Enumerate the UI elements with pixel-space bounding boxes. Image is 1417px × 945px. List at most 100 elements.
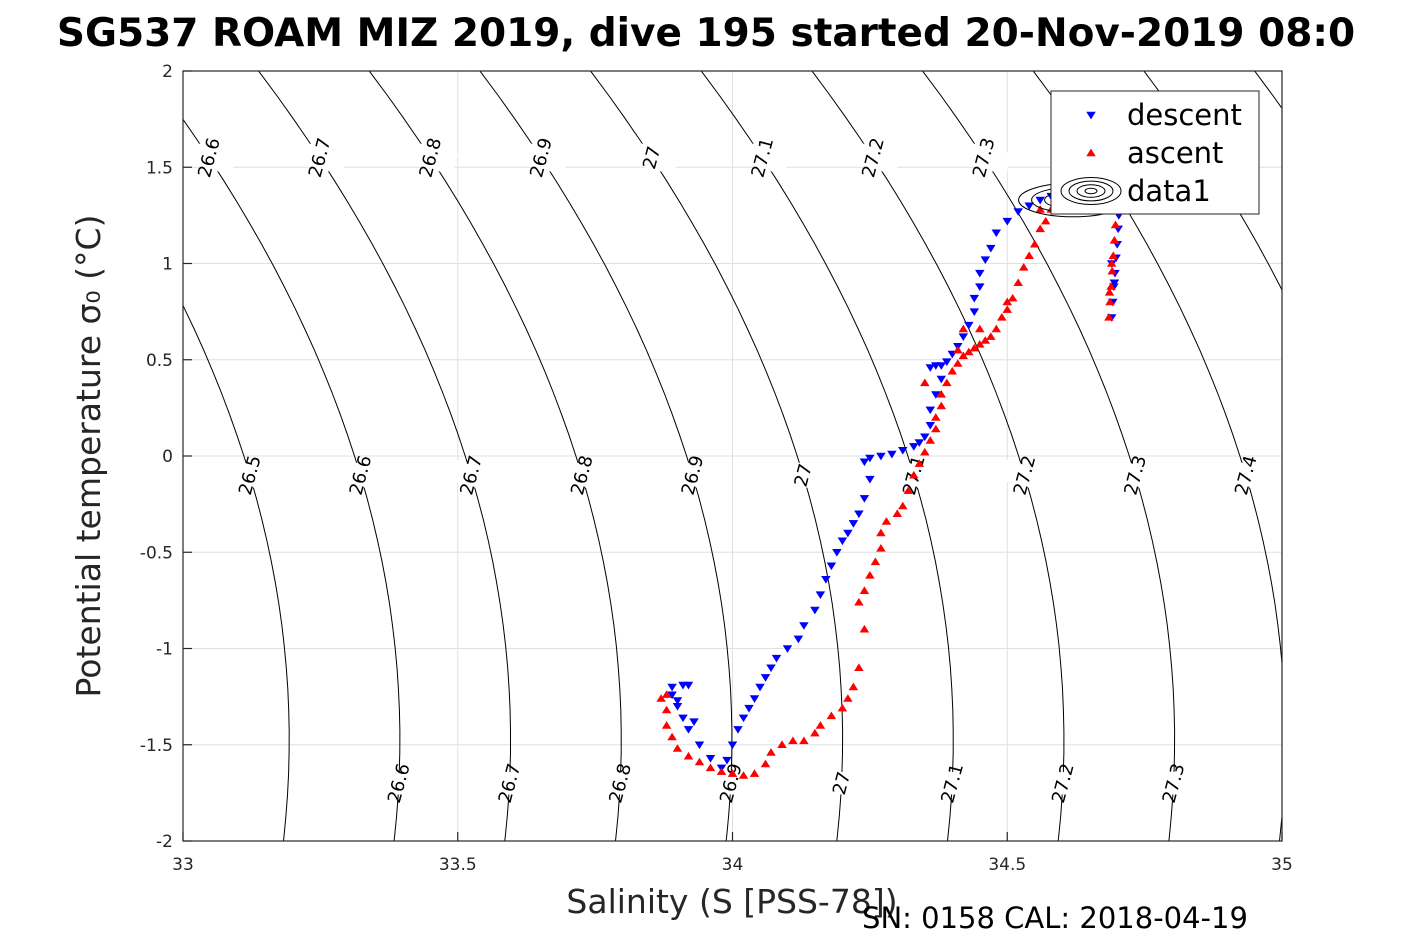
descent-point bbox=[1109, 279, 1120, 288]
ascent-point bbox=[980, 336, 991, 344]
ascent-point bbox=[859, 586, 870, 595]
y-axis-ticks: -2 -1.5 -1 -0.5 0 0.5 1 1.5 2 bbox=[140, 62, 192, 852]
descent-point bbox=[667, 683, 677, 692]
descent-point bbox=[876, 452, 886, 461]
contour-label-bg bbox=[481, 765, 538, 801]
descent-point bbox=[678, 714, 688, 723]
descent-point bbox=[859, 495, 870, 503]
isopycnal-line bbox=[368, 71, 622, 841]
ascent-point bbox=[920, 447, 930, 456]
legend-data1-icon bbox=[1068, 180, 1114, 202]
descent-point bbox=[744, 704, 754, 713]
ascent-point bbox=[936, 390, 947, 398]
descent-point bbox=[738, 714, 749, 723]
descent-point bbox=[991, 229, 1002, 238]
ascent-point bbox=[661, 690, 672, 698]
ascent-point bbox=[727, 769, 738, 777]
contour-label-bg bbox=[924, 765, 981, 801]
descent-point bbox=[975, 283, 985, 291]
ascent-point bbox=[876, 544, 886, 552]
ascent-point bbox=[1035, 224, 1045, 233]
ascent-point bbox=[1110, 220, 1121, 229]
x-tick-label: 34 bbox=[722, 855, 744, 875]
descent-point bbox=[925, 364, 936, 372]
y-tick-label: 1 bbox=[162, 255, 173, 275]
contour-label-bg bbox=[553, 457, 610, 493]
y-tick-label: 2 bbox=[162, 62, 173, 82]
ascent-point bbox=[1107, 266, 1117, 275]
legend-data1-icon bbox=[1084, 187, 1098, 195]
isopycnal-line bbox=[257, 71, 511, 841]
descent-point bbox=[914, 439, 925, 447]
ascent-point bbox=[683, 751, 694, 760]
ascent-point bbox=[958, 324, 969, 333]
contour-label-bg bbox=[775, 457, 832, 493]
ascent-point bbox=[716, 767, 727, 775]
descent-point bbox=[771, 654, 782, 663]
ascent-point bbox=[1104, 313, 1114, 321]
descent-point bbox=[1013, 208, 1023, 216]
y-tick-label: -0.5 bbox=[140, 543, 173, 563]
ascent-point bbox=[903, 486, 914, 494]
descent-point bbox=[925, 421, 936, 430]
contour-label-bg bbox=[402, 140, 459, 175]
ascent-point bbox=[986, 332, 996, 340]
descent-point bbox=[898, 446, 908, 455]
descent-point bbox=[980, 256, 991, 264]
ascent-point bbox=[859, 624, 870, 633]
descent-point bbox=[958, 333, 969, 341]
ascent-point bbox=[1018, 263, 1029, 271]
ascent-point bbox=[931, 424, 941, 433]
descent-point bbox=[826, 562, 837, 571]
ascent-point bbox=[1104, 288, 1115, 296]
descent-point bbox=[672, 697, 683, 705]
ascent-point bbox=[1013, 278, 1023, 287]
ascent-point bbox=[865, 571, 875, 579]
ascent-point bbox=[975, 340, 985, 348]
ascent-point bbox=[815, 721, 826, 729]
descent-point bbox=[931, 391, 941, 399]
ascent-point bbox=[953, 359, 963, 367]
ascent-point bbox=[661, 705, 672, 714]
contour-label-bg bbox=[623, 140, 680, 175]
contour-label-bg bbox=[443, 457, 500, 493]
descent-point bbox=[843, 529, 853, 538]
ascent-point bbox=[914, 459, 925, 467]
legend-ascent-marker bbox=[1086, 148, 1096, 157]
y-tick-label: 1.5 bbox=[146, 158, 173, 178]
ascent-point bbox=[876, 528, 886, 537]
descent-point bbox=[832, 548, 842, 557]
descent-point bbox=[848, 520, 859, 528]
ascent-point bbox=[667, 732, 677, 741]
descent-point bbox=[727, 741, 738, 750]
ascent-point bbox=[1109, 236, 1120, 244]
ascent-point bbox=[925, 436, 936, 444]
ascent-point bbox=[909, 470, 919, 479]
ascent-point bbox=[661, 721, 672, 729]
contour-label-bg bbox=[996, 457, 1053, 493]
descent-point bbox=[964, 321, 974, 330]
descent-point bbox=[694, 741, 705, 750]
isopycnal-line bbox=[1336, 33, 1417, 880]
ascent-point bbox=[738, 771, 749, 779]
x-tick-label: 34.5 bbox=[988, 855, 1026, 875]
ascent-point bbox=[1035, 205, 1045, 213]
ascent-point bbox=[854, 663, 864, 672]
y-axis-label: Potential temperature σ₀ (°C) bbox=[69, 215, 108, 698]
contour-label-bg bbox=[734, 140, 791, 175]
x-axis-label: Salinity (S [PSS-78]) bbox=[566, 882, 897, 921]
descent-point bbox=[815, 591, 826, 599]
descent-point bbox=[942, 358, 952, 367]
isopycnal-line bbox=[921, 71, 1176, 841]
ascent-point bbox=[1007, 293, 1018, 302]
ascent-point bbox=[1040, 216, 1051, 225]
ascent-point bbox=[881, 517, 892, 525]
descent-point bbox=[821, 575, 831, 584]
contour-label-bg bbox=[221, 457, 278, 493]
descent-point bbox=[865, 475, 875, 484]
ascent-point bbox=[777, 740, 787, 749]
ascent-point bbox=[1002, 297, 1013, 306]
descent-point bbox=[733, 726, 743, 734]
ascent-point bbox=[705, 763, 716, 772]
x-axis-ticks: 33 33.5 34 34.5 35 bbox=[172, 832, 1293, 875]
